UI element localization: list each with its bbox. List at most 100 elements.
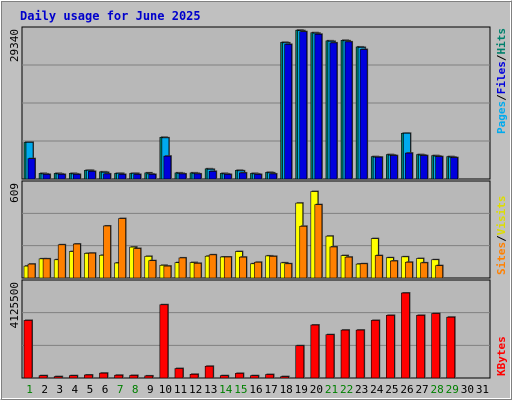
bar-sites-day-26 bbox=[405, 261, 413, 279]
bar-shadow bbox=[55, 375, 64, 377]
day-label: 14 bbox=[219, 383, 233, 396]
day-label: 17 bbox=[264, 383, 277, 396]
bar-kbytes-day-27 bbox=[416, 315, 425, 379]
panel-visits-sites: 609 bbox=[8, 180, 491, 279]
day-axis-labels: 1 2 3 4 5 6 7 8 9 10 11 12 13 14 15 16 17 18 19 20 21 22 23 24 2… bbox=[26, 383, 489, 396]
bar-pages-day-16 bbox=[254, 174, 262, 180]
day-label: 1 bbox=[26, 383, 33, 396]
bar-kbytes-day-4 bbox=[68, 375, 78, 379]
bar-kbytes-day-22 bbox=[340, 329, 350, 379]
bar-pages-day-25 bbox=[390, 155, 398, 180]
bar-sites-day-21 bbox=[329, 246, 338, 279]
bar-sites-day-14 bbox=[223, 256, 232, 279]
bar-pages-day-1 bbox=[27, 158, 36, 180]
bar-pages-day-23 bbox=[359, 49, 368, 180]
bar-sites-day-17 bbox=[269, 256, 277, 279]
day-label: 6 bbox=[102, 383, 109, 396]
bar-kbytes-day-19 bbox=[295, 345, 305, 379]
bar-pages-day-14 bbox=[223, 174, 232, 180]
day-label: 19 bbox=[295, 383, 308, 396]
day-label: 9 bbox=[147, 383, 154, 396]
legend-entry: / bbox=[495, 54, 508, 61]
day-label: 26 bbox=[400, 383, 413, 396]
day-label: 12 bbox=[189, 383, 202, 396]
bar-pages-day-6 bbox=[103, 173, 111, 180]
day-label: 24 bbox=[370, 383, 384, 396]
day-label: 30 bbox=[461, 383, 474, 396]
legend-top: Pages/Files/Hits bbox=[495, 28, 508, 134]
y-max-label: 29340 bbox=[8, 29, 21, 62]
day-label: 21 bbox=[325, 383, 338, 396]
legend-entry: Visits bbox=[495, 196, 508, 236]
panel-hits-files-pages: 29340 bbox=[8, 26, 491, 180]
bar-sites-day-20 bbox=[314, 204, 323, 279]
bar-kbytes-day-21 bbox=[325, 334, 335, 379]
bar-pages-day-11 bbox=[178, 173, 187, 180]
legend-entry: / bbox=[495, 94, 508, 101]
legend-bottom: KBytes bbox=[495, 336, 508, 376]
bar-sites-day-27 bbox=[420, 262, 428, 279]
bar-pages-day-28 bbox=[435, 156, 443, 180]
day-label: 28 bbox=[431, 383, 444, 396]
day-label: 23 bbox=[355, 383, 368, 396]
bar-kbytes-day-18 bbox=[280, 376, 289, 379]
legend-entry: Hits bbox=[495, 28, 508, 55]
bar-kbytes-day-24 bbox=[370, 320, 380, 379]
bar-kbytes-day-3 bbox=[53, 376, 63, 379]
bar-kbytes-day-6 bbox=[99, 372, 108, 379]
legend-entry: KBytes bbox=[495, 336, 508, 376]
chart-panels: 29340 609 4125500 bbox=[8, 26, 491, 379]
bar-sites-day-28 bbox=[435, 265, 443, 279]
bar-kbytes-day-28 bbox=[431, 313, 440, 379]
bar-sites-day-5 bbox=[88, 252, 96, 279]
bar-kbytes-day-12 bbox=[189, 374, 199, 379]
legend-entry: Sites bbox=[495, 242, 508, 275]
bar-pages-day-15 bbox=[239, 172, 247, 180]
bar-kbytes-day-13 bbox=[204, 365, 214, 379]
bar-sites-day-23 bbox=[359, 263, 368, 279]
bar-sites-day-2 bbox=[42, 258, 51, 279]
bar-pages-day-26 bbox=[405, 152, 413, 180]
bar-sites-day-8 bbox=[133, 248, 141, 279]
bar-sites-day-11 bbox=[178, 257, 187, 279]
bar-pages-day-9 bbox=[148, 174, 157, 180]
bar-sites-day-3 bbox=[57, 244, 66, 279]
day-label: 2 bbox=[41, 383, 48, 396]
y-max-label: 609 bbox=[8, 183, 21, 203]
bar-sites-day-22 bbox=[344, 256, 353, 279]
day-label: 27 bbox=[415, 383, 428, 396]
bar-pages-day-13 bbox=[208, 171, 217, 180]
day-label: 4 bbox=[72, 383, 79, 396]
bar-kbytes-day-8 bbox=[129, 375, 138, 379]
day-label: 7 bbox=[117, 383, 124, 396]
bar-pages-day-21 bbox=[329, 42, 338, 180]
bar-pages-day-20 bbox=[314, 33, 323, 180]
y-max-label: 4125500 bbox=[8, 282, 21, 328]
bar-kbytes-day-25 bbox=[386, 315, 395, 379]
bar-pages-day-12 bbox=[193, 173, 202, 180]
day-label: 10 bbox=[159, 383, 172, 396]
bar-pages-day-2 bbox=[42, 174, 51, 180]
day-label: 20 bbox=[310, 383, 323, 396]
bar-sites-day-25 bbox=[390, 260, 398, 279]
bar-kbytes-day-1 bbox=[23, 320, 33, 379]
day-label: 25 bbox=[385, 383, 398, 396]
bar-kbytes-day-17 bbox=[265, 374, 274, 379]
bar-kbytes-day-26 bbox=[401, 292, 410, 379]
bar-sites-day-19 bbox=[299, 225, 308, 279]
bar-pages-day-24 bbox=[374, 156, 383, 180]
legend-entry: Pages bbox=[495, 101, 508, 134]
day-label: 29 bbox=[446, 383, 459, 396]
bar-pages-day-10 bbox=[163, 155, 172, 180]
bar-kbytes-day-14 bbox=[219, 375, 229, 379]
panel-kbytes: 4125500 bbox=[8, 279, 491, 379]
bar-kbytes-day-10 bbox=[159, 304, 169, 379]
day-label: 18 bbox=[280, 383, 293, 396]
bar-sites-day-15 bbox=[239, 256, 247, 279]
legend-entry: / bbox=[495, 235, 508, 242]
bar-sites-day-6 bbox=[103, 225, 111, 279]
bar-sites-day-12 bbox=[193, 263, 202, 279]
